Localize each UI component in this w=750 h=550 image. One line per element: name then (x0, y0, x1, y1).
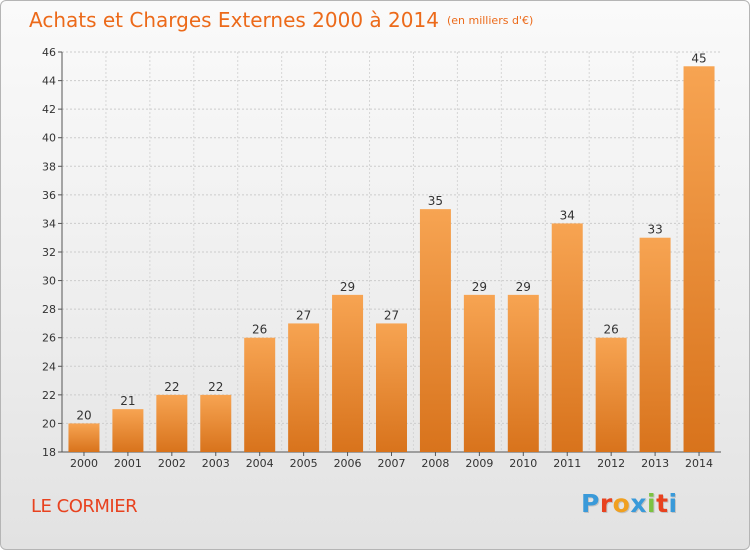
bar (595, 337, 627, 452)
logo-letter: i (668, 489, 678, 518)
data-labels: 20 21 22 22 26 27 29 27 35 29 29 34 26 33 45 (76, 51, 706, 422)
y-tick-label: 36 (42, 189, 56, 202)
x-tick-label: 2013 (641, 457, 669, 470)
chart-title: Achats et Charges Externes 2000 à 2014 (e… (29, 8, 533, 32)
data-label: 29 (340, 280, 355, 294)
x-tick-label: 2010 (509, 457, 537, 470)
data-label: 22 (208, 380, 223, 394)
bar (463, 294, 495, 452)
x-tick-label: 2000 (70, 457, 98, 470)
x-tick-label: 2008 (421, 457, 449, 470)
x-tick-label: 2002 (158, 457, 186, 470)
logo-letter: P (581, 489, 600, 518)
data-label: 22 (164, 380, 179, 394)
x-tick-label: 2004 (246, 457, 274, 470)
x-tick-label: 2003 (202, 457, 230, 470)
proxiti-logo[interactable]: Proxiti (581, 489, 678, 518)
x-tick-label: 2001 (114, 457, 142, 470)
y-tick-label: 24 (42, 360, 56, 373)
x-tick-label: 2006 (334, 457, 362, 470)
bar (244, 337, 276, 452)
bar (551, 223, 583, 452)
y-tick-label: 26 (42, 332, 56, 345)
data-label: 29 (516, 280, 531, 294)
data-label: 33 (647, 223, 662, 237)
bar (112, 409, 144, 452)
commune-name: LE CORMIER (31, 496, 138, 517)
chart-title-text: Achats et Charges Externes 2000 à 2014 (29, 8, 439, 32)
logo-letter: o (612, 489, 631, 518)
bar (376, 323, 407, 452)
y-tick-label: 44 (42, 75, 56, 88)
bar (156, 394, 188, 452)
y-tick-label: 40 (42, 132, 56, 145)
bar (683, 66, 715, 453)
logo-letter: r (599, 489, 613, 518)
logo-letter: t (656, 489, 669, 518)
bar (288, 323, 320, 452)
data-label: 34 (560, 208, 575, 222)
y-tick-label: 32 (42, 246, 56, 259)
data-label: 45 (691, 51, 706, 65)
data-label: 27 (296, 308, 311, 322)
bars (68, 66, 715, 453)
data-label: 29 (472, 280, 487, 294)
bar (639, 237, 671, 452)
data-label: 26 (252, 323, 267, 337)
y-tick-label: 46 (42, 46, 56, 59)
y-tick-label: 34 (42, 217, 56, 230)
y-tick-label: 20 (42, 417, 56, 430)
bar (200, 394, 232, 452)
data-label: 26 (604, 323, 619, 337)
y-tick-label: 42 (42, 103, 56, 116)
y-tick-label: 22 (42, 389, 56, 402)
x-tick-label: 2009 (465, 457, 493, 470)
bar (507, 294, 539, 452)
x-tick-label: 2014 (685, 457, 713, 470)
logo-letter: i (647, 489, 657, 518)
data-label: 27 (384, 308, 399, 322)
bar (68, 423, 100, 452)
x-tick-label: 2007 (378, 457, 406, 470)
x-tick-label: 2012 (597, 457, 625, 470)
chart-unit: (en milliers d'€) (446, 14, 534, 27)
bar (332, 294, 364, 452)
data-label: 35 (428, 194, 443, 208)
data-label: 20 (76, 408, 91, 422)
data-label: 21 (120, 394, 135, 408)
axes: 18 20 22 24 26 28 30 32 34 36 38 40 42 44 46 2000 2001 20… (42, 46, 721, 470)
y-tick-label: 30 (42, 275, 56, 288)
y-tick-label: 28 (42, 303, 56, 316)
x-tick-label: 2011 (553, 457, 581, 470)
x-tick-label: 2005 (290, 457, 318, 470)
y-tick-label: 38 (42, 160, 56, 173)
y-tick-label: 18 (42, 446, 56, 459)
logo-letter: x (630, 489, 647, 518)
bar (419, 209, 451, 452)
